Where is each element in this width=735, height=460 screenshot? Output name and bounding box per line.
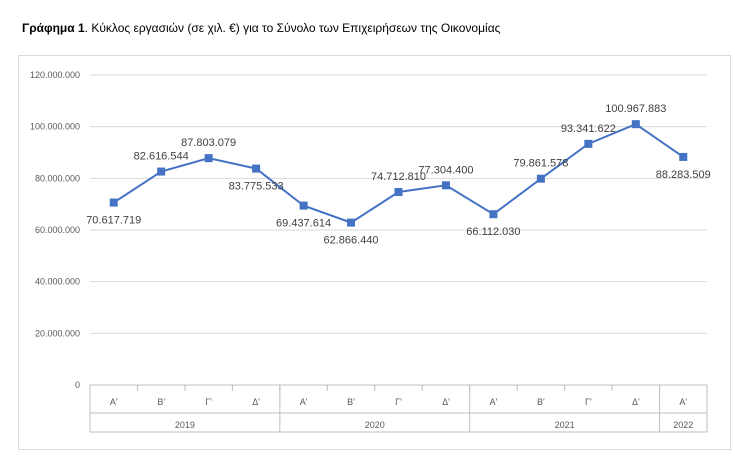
year-group-label: 2022 (673, 420, 693, 430)
year-group-label: 2021 (555, 420, 575, 430)
series-layer (109, 120, 688, 227)
data-point (394, 187, 403, 196)
data-label: 62.866.440 (324, 235, 379, 247)
x-tick-label: Β' (157, 397, 165, 407)
data-label: 77.304.400 (418, 164, 473, 176)
data-point (536, 174, 545, 183)
data-label: 83.775.533 (229, 181, 284, 193)
data-point (252, 164, 261, 173)
data-point (441, 181, 450, 190)
data-label: 74.712.810 (371, 171, 426, 183)
data-label: 93.341.622 (561, 123, 616, 135)
data-label: 87.803.079 (181, 137, 236, 149)
data-point (109, 198, 118, 207)
data-point (489, 210, 498, 219)
x-tick-label: Γ' (395, 397, 402, 407)
data-label: 82.616.544 (134, 151, 189, 163)
data-point (631, 120, 640, 129)
x-tick-label: Α' (110, 397, 118, 407)
x-tick-label: Δ' (442, 397, 450, 407)
data-labels: 70.617.719 82.616.544 87.803.079 83.775.533… (86, 103, 711, 246)
x-tick-label: Α' (679, 397, 687, 407)
axis-labels: 0 20.000.000 40.000.000 60.000.000 80.000.00… (30, 70, 693, 430)
data-point (347, 218, 356, 227)
y-tick-label: 100.000.000 (30, 122, 80, 132)
gridlines (89, 74, 708, 433)
data-label: 70.617.719 (86, 215, 141, 227)
x-tick-label: Γ' (585, 397, 592, 407)
y-tick-label: 80.000.000 (35, 173, 80, 183)
y-tick-label: 60.000.000 (35, 225, 80, 235)
x-tick-label: Β' (347, 397, 355, 407)
data-label: 100.967.883 (605, 103, 666, 115)
chart-frame (18, 55, 731, 450)
caption-text: . Κύκλος εργασιών (σε χιλ. €) για το Σύν… (84, 21, 501, 35)
x-tick-label: Β' (537, 397, 545, 407)
x-tick-label: Δ' (632, 397, 640, 407)
data-point (157, 167, 166, 176)
x-tick-label: Γ' (205, 397, 212, 407)
y-tick-label: 120.000.000 (30, 70, 80, 80)
data-label: 88.283.509 (656, 169, 711, 181)
y-tick-label: 20.000.000 (35, 328, 80, 338)
x-tick-label: Δ' (252, 397, 260, 407)
data-point (679, 152, 688, 161)
data-point (584, 139, 593, 148)
year-group-label: 2020 (365, 420, 385, 430)
y-tick-label: 40.000.000 (35, 277, 80, 287)
year-group-label: 2019 (175, 420, 195, 430)
chart-caption: Γράφημα 1. Κύκλος εργασιών (σε χιλ. €) γ… (22, 21, 500, 35)
x-tick-label: Α' (300, 397, 308, 407)
x-tick-label: Α' (490, 397, 498, 407)
y-tick-label: 0 (75, 380, 80, 390)
data-point (299, 201, 308, 210)
data-label: 79.861.578 (513, 158, 568, 170)
data-label: 66.112.030 (466, 226, 520, 238)
data-point (204, 154, 213, 163)
caption-label: Γράφημα 1 (22, 21, 85, 35)
data-label: 69.437.614 (276, 218, 331, 230)
